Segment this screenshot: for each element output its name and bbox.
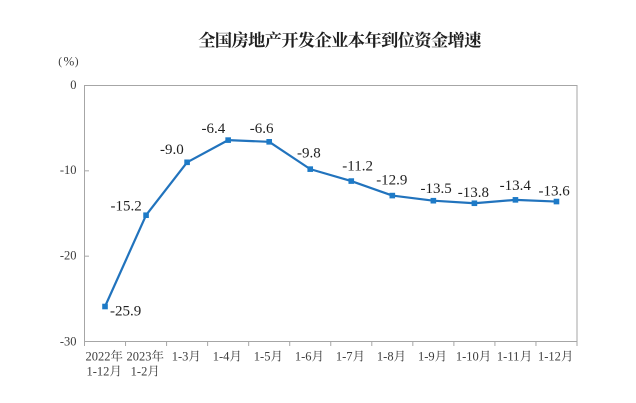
svg-text:-13.4: -13.4 <box>500 178 532 194</box>
svg-text:-25.9: -25.9 <box>110 304 141 320</box>
svg-text:1-11: 1-11 <box>497 350 519 364</box>
svg-text:%: % <box>64 53 75 68</box>
svg-text:-13.8: -13.8 <box>458 185 489 201</box>
svg-text:-13.5: -13.5 <box>421 181 452 197</box>
svg-text:-11.2: -11.2 <box>342 159 373 175</box>
svg-text:1-6: 1-6 <box>295 350 312 364</box>
svg-text:-20: -20 <box>60 248 77 262</box>
svg-text:1-8: 1-8 <box>377 350 394 364</box>
svg-text:1-9: 1-9 <box>418 350 435 364</box>
svg-text:-12.9: -12.9 <box>376 172 407 188</box>
svg-text:2022: 2022 <box>85 350 110 364</box>
svg-text:1-2: 1-2 <box>131 364 148 378</box>
svg-text:-15.2: -15.2 <box>111 199 142 215</box>
svg-text:-9.0: -9.0 <box>160 142 184 158</box>
svg-text:1-10: 1-10 <box>456 350 479 364</box>
svg-text:2023: 2023 <box>127 350 152 364</box>
svg-text:-30: -30 <box>60 335 77 349</box>
svg-text:1-12: 1-12 <box>538 350 561 364</box>
svg-text:(: ( <box>58 56 62 68</box>
svg-text:1-4: 1-4 <box>213 350 230 364</box>
svg-text:-13.6: -13.6 <box>539 184 571 200</box>
svg-text:1-7: 1-7 <box>336 350 353 364</box>
svg-text:-10: -10 <box>60 163 77 177</box>
svg-text:-6.4: -6.4 <box>202 121 226 137</box>
svg-text:-6.6: -6.6 <box>250 121 274 137</box>
svg-text:1-12: 1-12 <box>87 364 110 378</box>
svg-text:0: 0 <box>70 78 76 92</box>
svg-text:-9.8: -9.8 <box>297 146 321 162</box>
svg-text:): ) <box>75 56 79 68</box>
svg-text:1-5: 1-5 <box>254 350 271 364</box>
svg-text:1-3: 1-3 <box>172 350 189 364</box>
